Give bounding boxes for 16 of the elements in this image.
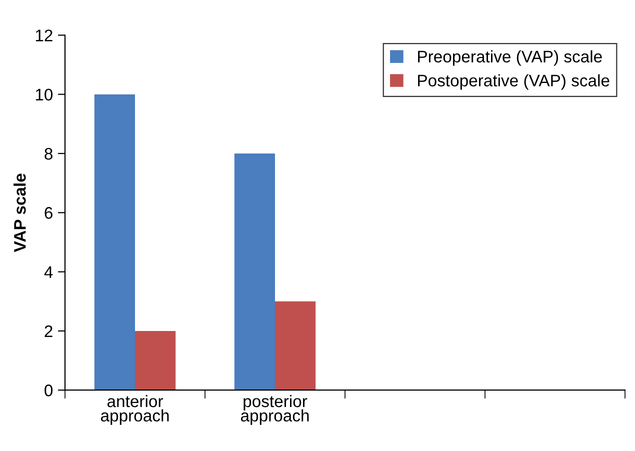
bar [94, 94, 135, 390]
y-tick-label: 12 [36, 30, 52, 42]
bar [135, 330, 176, 390]
y-tick-label: 0 [44, 384, 53, 396]
bar [275, 301, 316, 390]
legend-label: Preoperative (VAP) scale [418, 50, 602, 66]
x-tick-label: posterior approach [240, 394, 309, 425]
y-tick-label: 2 [44, 325, 52, 337]
y-tick-label: 10 [36, 88, 53, 101]
bar [234, 153, 275, 390]
y-tick-label: 8 [44, 148, 52, 160]
y-axis-title: VAP scale [14, 174, 26, 252]
y-tick-label: 6 [44, 207, 52, 219]
y-tick-label: 4 [44, 266, 53, 278]
x-tick-label: anterior approach [100, 394, 169, 425]
legend-label: Postoperative (VAP) scale [418, 74, 610, 90]
